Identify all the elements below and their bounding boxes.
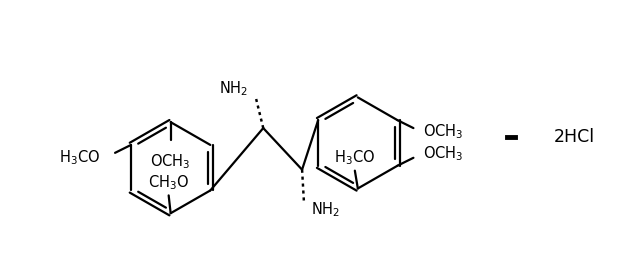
Text: NH$_2$: NH$_2$ bbox=[312, 200, 340, 219]
Text: H$_3$CO: H$_3$CO bbox=[334, 149, 376, 167]
Text: OCH$_3$: OCH$_3$ bbox=[423, 144, 463, 163]
Text: OCH$_3$: OCH$_3$ bbox=[150, 152, 191, 170]
Text: CH$_3$O: CH$_3$O bbox=[148, 173, 189, 192]
Text: OCH$_3$: OCH$_3$ bbox=[423, 123, 463, 141]
Text: 2HCl: 2HCl bbox=[554, 128, 595, 146]
Text: H$_3$CO: H$_3$CO bbox=[59, 149, 100, 167]
Text: NH$_2$: NH$_2$ bbox=[219, 79, 248, 98]
